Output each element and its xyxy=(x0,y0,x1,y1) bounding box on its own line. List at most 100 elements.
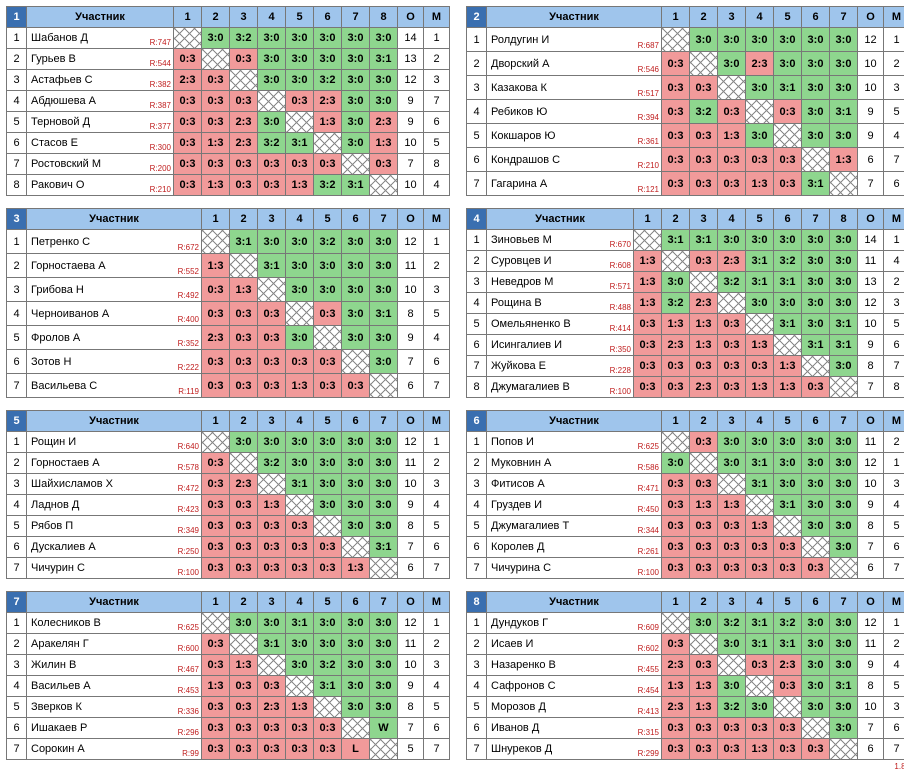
score-cell: 0:3 xyxy=(774,558,802,579)
player-row: 2Горностаева АR:5521:33:13:03:03:03:0112 xyxy=(7,254,450,278)
score-cell: 3:0 xyxy=(230,432,258,453)
score-cell xyxy=(718,293,746,314)
score-cell: 3:0 xyxy=(286,254,314,278)
player-row: 7Чичурина СR:1000:30:30:30:30:30:367 xyxy=(467,558,904,579)
score-cell xyxy=(718,474,746,495)
player-row: 1Ролдугин ИR:6873:03:03:03:03:03:0121 xyxy=(467,28,904,52)
col-round: 3 xyxy=(258,411,286,432)
player-rating: R:672 xyxy=(178,243,199,252)
score-cell: 0:3 xyxy=(230,175,258,196)
group-number: 4 xyxy=(467,209,487,230)
score-cell: 3:1 xyxy=(774,634,802,655)
score-cell xyxy=(258,655,286,676)
score-cell: 2:3 xyxy=(230,133,258,154)
place-cell: 3 xyxy=(424,278,450,302)
score-cell: 3:0 xyxy=(370,350,398,374)
score-cell: 3:0 xyxy=(774,293,802,314)
score-cell: 2:3 xyxy=(314,91,342,112)
score-cell: 3:0 xyxy=(774,432,802,453)
player-name: Дундуков ГR:609 xyxy=(487,613,662,634)
score-cell: 3:1 xyxy=(286,613,314,634)
col-round: 1 xyxy=(662,592,690,613)
score-cell: 3:0 xyxy=(830,697,858,718)
score-cell: 3:1 xyxy=(662,230,690,251)
col-participant: Участник xyxy=(27,7,174,28)
col-round: 1 xyxy=(174,7,202,28)
score-cell: 3:0 xyxy=(370,254,398,278)
player-name: Исингалиев ИR:350 xyxy=(487,335,634,356)
score-cell xyxy=(662,613,690,634)
player-rating: R:121 xyxy=(638,185,659,194)
score-cell: 3:0 xyxy=(830,453,858,474)
score-cell: 0:3 xyxy=(662,495,690,516)
player-rating: R:453 xyxy=(178,686,199,695)
player-rating: R:99 xyxy=(182,749,199,758)
score-cell xyxy=(802,356,830,377)
player-rating: R:640 xyxy=(178,442,199,451)
score-cell: 3:0 xyxy=(258,28,286,49)
player-row: 3Назаренко ВR:4552:30:30:32:33:03:094 xyxy=(467,655,904,676)
score-cell: 1:3 xyxy=(202,175,230,196)
group-table: 5Участник1234567ОМ1Рощин ИR:6403:03:03:0… xyxy=(6,410,450,579)
score-cell: 3:0 xyxy=(802,432,830,453)
player-name: Чичурина СR:100 xyxy=(487,558,662,579)
col-round: 3 xyxy=(718,7,746,28)
score-cell: 3:2 xyxy=(314,175,342,196)
score-cell: 3:0 xyxy=(342,302,370,326)
score-cell xyxy=(802,537,830,558)
score-cell: 1:3 xyxy=(746,516,774,537)
player-rating: R:423 xyxy=(178,505,199,514)
player-rating: R:414 xyxy=(610,324,631,333)
player-rating: R:382 xyxy=(150,80,171,89)
score-cell: 0:3 xyxy=(690,148,718,172)
score-cell: 3:0 xyxy=(718,453,746,474)
score-cell: 3:0 xyxy=(802,314,830,335)
score-cell: 3:0 xyxy=(802,453,830,474)
score-cell: 3:1 xyxy=(774,272,802,293)
player-rating: R:552 xyxy=(178,267,199,276)
col-place: М xyxy=(884,592,904,613)
score-cell: 3:0 xyxy=(746,697,774,718)
score-cell xyxy=(802,718,830,739)
score-cell: 0:3 xyxy=(258,676,286,697)
col-round: 5 xyxy=(286,7,314,28)
score-cell xyxy=(202,49,230,70)
player-row: 8Ракович ОR:2100:31:30:30:31:33:23:1104 xyxy=(7,175,450,196)
score-cell: 3:0 xyxy=(342,634,370,655)
col-place: М xyxy=(424,209,450,230)
score-cell: 0:3 xyxy=(202,374,230,398)
player-name: Колесников ВR:625 xyxy=(27,613,202,634)
place-cell: 3 xyxy=(424,474,450,495)
score-cell: 0:3 xyxy=(202,739,230,760)
score-cell: 3:1 xyxy=(746,453,774,474)
player-num: 6 xyxy=(467,335,487,356)
score-cell: 0:3 xyxy=(370,154,398,175)
score-cell xyxy=(746,100,774,124)
score-cell: 0:3 xyxy=(286,516,314,537)
score-cell: 0:3 xyxy=(258,718,286,739)
player-num: 5 xyxy=(7,326,27,350)
col-round: 5 xyxy=(314,411,342,432)
player-rating: R:454 xyxy=(638,686,659,695)
points-cell: 10 xyxy=(398,133,424,154)
player-name: Омельяненко ВR:414 xyxy=(487,314,634,335)
col-round: 7 xyxy=(830,7,858,28)
score-cell: 0:3 xyxy=(230,676,258,697)
place-cell: 5 xyxy=(424,133,450,154)
player-row: 3Астафьев СR:3822:30:33:03:03:23:03:0123 xyxy=(7,70,450,91)
score-cell: 0:3 xyxy=(690,356,718,377)
place-cell: 6 xyxy=(884,718,904,739)
player-row: 3Казакова КR:5170:30:33:03:13:03:0103 xyxy=(467,76,904,100)
place-cell: 1 xyxy=(424,432,450,453)
player-num: 2 xyxy=(7,453,27,474)
score-cell: 0:3 xyxy=(258,558,286,579)
player-name: Терновой ДR:377 xyxy=(27,112,174,133)
col-round: 7 xyxy=(342,7,370,28)
score-cell: 3:0 xyxy=(802,634,830,655)
player-rating: R:578 xyxy=(178,463,199,472)
score-cell: 0:3 xyxy=(230,49,258,70)
score-cell: 3:0 xyxy=(830,432,858,453)
score-cell: 3:0 xyxy=(802,230,830,251)
score-cell: 3:0 xyxy=(342,495,370,516)
player-num: 6 xyxy=(467,537,487,558)
